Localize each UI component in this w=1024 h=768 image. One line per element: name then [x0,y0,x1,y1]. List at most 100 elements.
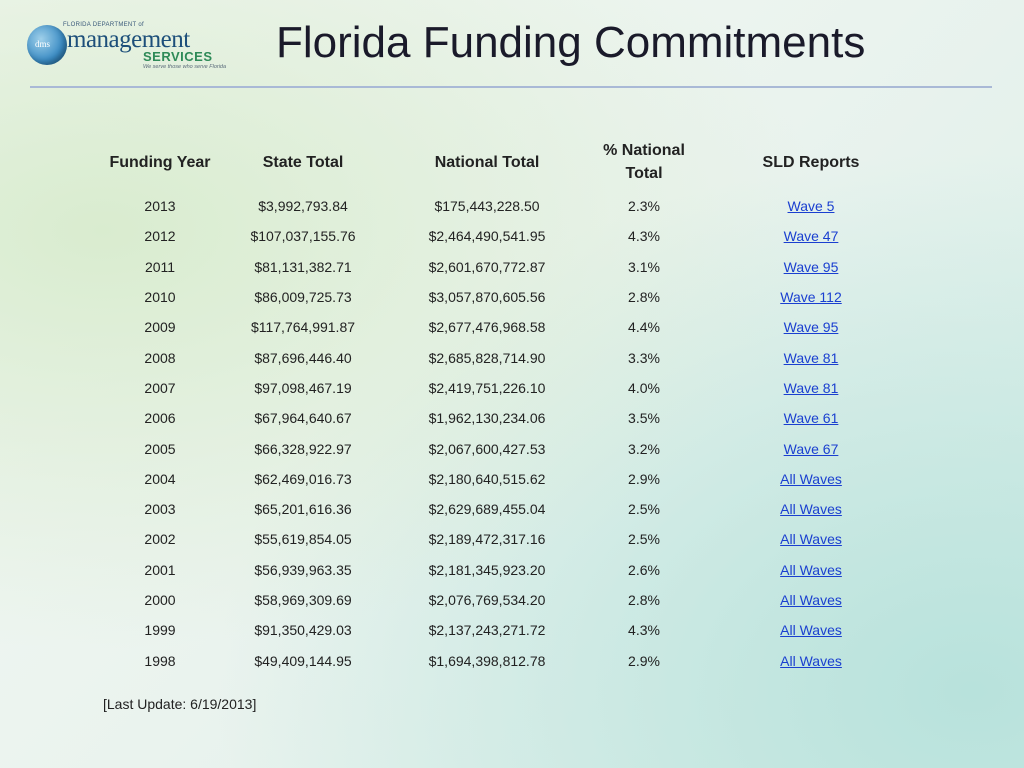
sld-report-cell: Wave 81 [690,342,932,372]
funding-table: Funding Year State Total National Total … [90,133,932,676]
percent-national-cell: 3.1% [628,258,660,275]
state-total-cell: $65,201,616.36 [254,501,352,518]
percent-national-cell: 2.5% [628,531,660,548]
sld-report-link[interactable]: All Waves [780,470,842,487]
national-total-cell: $2,181,345,923.20 [428,561,546,578]
percent-national-cell: 2.5% [628,501,660,518]
funding-year-cell: 2008 [144,349,176,366]
percent-national-cell: 3.5% [628,410,660,427]
national-total-cell: $2,601,670,772.87 [428,258,546,275]
logo-small-text: FLORIDA DEPARTMENT of [63,22,144,28]
table-row: 2011 $81,131,382.71 $2,601,670,772.87 3.1% W… [90,252,932,282]
sld-report-cell: Wave 95 [690,252,932,282]
state-total-cell: $81,131,382.71 [254,258,352,275]
national-total-cell: $2,180,640,515.62 [428,470,546,487]
sld-report-cell: Wave 112 [690,282,932,312]
sld-report-link[interactable]: Wave 112 [780,289,842,306]
last-update: [Last Update: 6/19/2013] [103,696,257,712]
percent-national-cell: 4.4% [628,319,660,336]
funding-year-cell: 2001 [144,561,176,578]
table-row: 2002 $55,619,854.05 $2,189,472,317.16 2.5% A… [90,524,932,554]
national-total-cell: $175,443,228.50 [434,198,540,215]
state-total-cell: $55,619,854.05 [254,531,352,548]
sld-report-cell: Wave 47 [690,221,932,251]
state-total-cell: $107,037,155.76 [250,228,356,245]
percent-national-cell: 3.2% [628,440,660,457]
funding-year-cell: 1998 [144,652,176,669]
sld-report-cell: All Waves [690,645,932,675]
state-total-cell: $87,696,446.40 [254,349,352,366]
table-row: 2012 $107,037,155.76 $2,464,490,541.95 4.3%… [90,221,932,251]
national-total-cell: $2,629,689,455.04 [428,501,546,518]
table-row: 1999 $91,350,429.03 $2,137,243,271.72 4.3% A… [90,615,932,645]
national-total-cell: $2,189,472,317.16 [428,531,546,548]
percent-national-cell: 4.3% [628,228,660,245]
table-body: 2013 $3,992,793.84 $175,443,228.50 2.3% Wave… [90,191,932,676]
national-total-cell: $2,419,751,226.10 [428,379,546,396]
sld-report-link[interactable]: Wave 61 [783,410,839,427]
sld-report-link[interactable]: Wave 95 [783,319,839,336]
state-total-cell: $86,009,725.73 [254,289,352,306]
logo-tagline: We serve those who serve Florida [143,64,227,70]
percent-national-cell: 2.8% [628,592,660,608]
funding-year-cell: 2004 [144,470,176,487]
title-divider [30,86,992,88]
funding-year-cell: 2012 [144,228,176,245]
table-row: 2001 $56,939,963.35 $2,181,345,923.20 2.6% A… [90,555,932,585]
funding-year-cell: 2002 [144,531,176,548]
sld-report-cell: Wave 5 [690,191,932,221]
sld-report-link[interactable]: Wave 95 [783,258,839,275]
sld-report-link[interactable]: All Waves [780,561,842,578]
national-total-cell: $2,067,600,427.53 [428,440,546,457]
national-total-cell: $2,677,476,968.58 [428,319,546,336]
header-funding-year: Funding Year [109,153,211,171]
state-total-cell: $3,992,793.84 [258,198,348,215]
national-total-cell: $2,685,828,714.90 [428,349,546,366]
header-sld-reports: SLD Reports [762,153,860,171]
logo-line1: management [67,26,190,53]
sld-report-link[interactable]: All Waves [780,622,842,639]
state-total-cell: $62,469,016.73 [254,470,352,487]
sld-report-link[interactable]: Wave 67 [783,440,839,457]
percent-national-cell: 2.9% [628,470,660,487]
percent-national-cell: 2.8% [628,289,660,306]
sld-report-link[interactable]: All Waves [780,501,842,518]
state-total-cell: $97,098,467.19 [254,379,352,396]
table-row: 2004 $62,469,016.73 $2,180,640,515.62 2.9% A… [90,464,932,494]
dms-logo: dms FLORIDA DEPARTMENT of management SER… [27,22,227,74]
sld-report-cell: Wave 95 [690,312,932,342]
header-state-total: State Total [262,153,344,171]
national-total-cell: $2,076,769,534.20 [428,592,546,608]
national-total-cell: $2,464,490,541.95 [428,228,546,245]
header-percent-national: % National Total [603,142,685,182]
state-total-cell: $91,350,429.03 [254,622,352,639]
table-row: 2009 $117,764,991.87 $2,677,476,968.58 4.4%… [90,312,932,342]
national-total-cell: $2,137,243,271.72 [428,622,546,639]
table-row: 2003 $65,201,616.36 $2,629,689,455.04 2.5% A… [90,494,932,524]
state-total-cell: $56,939,963.35 [254,561,352,578]
national-total-cell: $1,694,398,812.78 [428,652,546,669]
sld-report-link[interactable]: All Waves [780,652,842,669]
page-title: Florida Funding Commitments [276,18,866,67]
table-row: 2008 $87,696,446.40 $2,685,828,714.90 3.3% W… [90,342,932,372]
funding-year-cell: 2006 [144,410,176,427]
sld-report-cell: All Waves [690,464,932,494]
state-total-cell: $117,764,991.87 [250,319,356,336]
funding-year-cell: 2010 [144,289,176,306]
national-total-cell: $1,962,130,234.06 [428,410,546,427]
sld-report-link[interactable]: Wave 5 [787,198,835,215]
globe-icon: dms [27,25,67,65]
sld-report-cell: All Waves [690,555,932,585]
sld-report-link[interactable]: Wave 81 [783,349,839,366]
sld-report-cell: All Waves [690,524,932,554]
funding-year-cell: 2009 [144,319,176,336]
table-row: 2010 $86,009,725.73 $3,057,870,605.56 2.8% W… [90,282,932,312]
sld-report-link[interactable]: Wave 81 [783,379,839,396]
funding-year-cell: 2000 [144,592,176,608]
sld-report-link[interactable]: All Waves [780,592,842,608]
logo-line2: SERVICES [143,49,213,64]
sld-report-cell: Wave 81 [690,373,932,403]
sld-report-link[interactable]: Wave 47 [783,228,839,245]
sld-report-link[interactable]: All Waves [780,531,842,548]
funding-year-cell: 2007 [144,379,176,396]
